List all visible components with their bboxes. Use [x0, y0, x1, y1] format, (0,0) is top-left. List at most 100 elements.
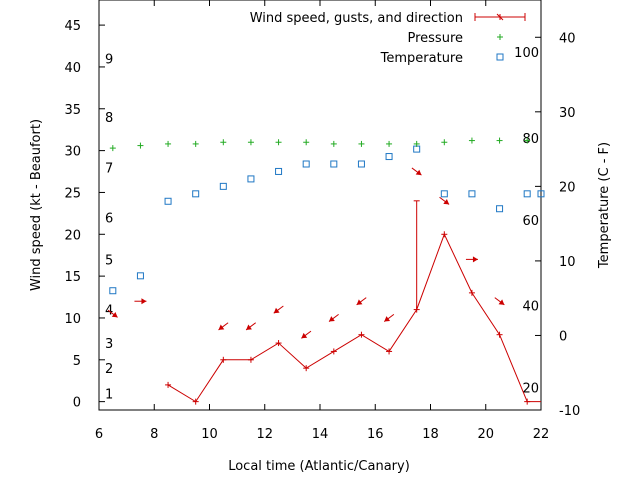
wind-direction-arrows: [107, 167, 505, 339]
beaufort-label: 1: [105, 387, 113, 402]
wind-direction-arrow: [439, 196, 450, 205]
x-tick-label: 8: [150, 427, 158, 442]
fahrenheit-scale: 20 40 60 80 100: [514, 46, 539, 396]
beaufort-label: 3: [105, 337, 113, 352]
temperature-point: [330, 160, 338, 168]
wind-direction-arrow: [494, 297, 505, 306]
x-tick-label: 16: [367, 427, 384, 442]
pressure-point: [137, 142, 144, 149]
fahrenheit-label: 60: [522, 214, 539, 229]
fahrenheit-label: 20: [522, 382, 539, 397]
wind-direction-arrow: [356, 297, 367, 306]
beaufort-label: 7: [105, 161, 113, 176]
temperature-point: [302, 160, 310, 168]
legend-entry: Temperature: [380, 51, 504, 66]
wind-speed-line: [167, 232, 541, 403]
temperature-point: [357, 160, 365, 168]
wind-direction-arrow: [383, 313, 395, 322]
pressure-point: [441, 139, 448, 146]
x-tick-label: 12: [256, 427, 273, 442]
pressure-point: [303, 139, 310, 146]
y-tick-label: 25: [64, 186, 81, 201]
beaufort-label: 8: [105, 111, 113, 126]
legend-label: Pressure: [407, 31, 463, 46]
wind-speed-point: [192, 398, 199, 405]
x-tick-label: 20: [477, 427, 494, 442]
legend-entry: Wind speed, gusts, and direction: [250, 11, 526, 26]
pressure-point: [358, 140, 365, 147]
plot-frame: [98, 0, 542, 411]
pressure-point: [496, 137, 503, 144]
y-tick-label: 35: [64, 103, 81, 118]
wind-direction-arrow: [328, 313, 339, 322]
y-tick-label: 30: [64, 145, 81, 160]
y-tick-label: 20: [64, 228, 81, 243]
legend: Wind speed, gusts, and direction Pressure…: [250, 11, 526, 66]
wind-speed-point: [303, 365, 310, 372]
temperature-series: [109, 145, 545, 295]
temperature-point: [537, 190, 545, 198]
y-tick-label: 10: [64, 312, 81, 327]
temperature-point: [192, 190, 200, 198]
temperature-point: [109, 287, 117, 295]
pressure-point: [275, 139, 282, 146]
temperature-point: [136, 272, 144, 280]
x-tick-label: 10: [201, 427, 218, 442]
wind-gust-bar: [413, 200, 420, 310]
pressure-point: [330, 140, 337, 147]
y-tick-label: 0: [73, 396, 81, 411]
legend-label: Wind speed, gusts, and direction: [250, 11, 463, 26]
beaufort-label: 5: [105, 253, 113, 268]
wind-direction-arrow: [218, 322, 229, 331]
y2-tick-label: 0: [559, 329, 567, 344]
pressure-point: [386, 140, 393, 147]
y-tick-label: 5: [73, 354, 81, 369]
y-tick-label: 40: [64, 61, 81, 76]
temperature-point: [413, 145, 421, 153]
legend-entry: Pressure: [407, 31, 503, 46]
wind-speed-point: [247, 356, 254, 363]
y-tick-label: 15: [64, 270, 81, 285]
pressure-point: [468, 137, 475, 144]
y-tick-label: 45: [64, 19, 81, 34]
wind-direction-arrow: [107, 309, 118, 318]
pressure-point: [413, 140, 420, 147]
pressure-point: [109, 145, 116, 152]
temperature-point: [164, 197, 172, 205]
wind-speed-point: [468, 289, 475, 296]
temperature-point: [385, 153, 393, 161]
pressure-point: [192, 140, 199, 147]
wind-direction-arrow: [273, 305, 284, 314]
pressure-point: [165, 140, 172, 147]
pressure-series: [109, 137, 531, 152]
beaufort-label: 2: [105, 362, 113, 377]
temperature-point: [219, 182, 227, 190]
y2-axis-label: Temperature (C - F): [597, 142, 612, 269]
wind-direction-arrow: [465, 256, 478, 263]
fahrenheit-label: 40: [522, 300, 539, 315]
y2-tick-label: 40: [559, 31, 576, 46]
fahrenheit-label: 100: [514, 46, 539, 61]
temperature-point: [468, 190, 476, 198]
x-axis: 6 8 10 12 14 16 18 20 22: [95, 0, 549, 442]
y-axis-label: Wind speed (kt - Beaufort): [29, 119, 44, 291]
plot-frame-group: [98, 0, 542, 411]
y-axis-right: -10 0 10 20 30 40: [535, 31, 580, 419]
y-axis-left: 0 5 10 15 20 25 30 35 40 45: [64, 19, 105, 411]
wind-speed-point: [386, 348, 393, 355]
wind-speed-point: [524, 398, 531, 405]
wind-speed-point: [220, 356, 227, 363]
wind-speed-point: [165, 381, 172, 388]
temperature-point: [275, 167, 283, 175]
wind-direction-arrow: [245, 322, 257, 331]
temperature-point: [523, 190, 531, 198]
wind-direction-arrow: [411, 167, 422, 176]
y2-tick-label: -10: [559, 404, 580, 419]
x-tick-label: 22: [533, 427, 550, 442]
wind-speed-point: [441, 231, 448, 238]
x-tick-label: 18: [422, 427, 439, 442]
temperature-point: [247, 175, 255, 183]
temperature-point: [440, 190, 448, 198]
